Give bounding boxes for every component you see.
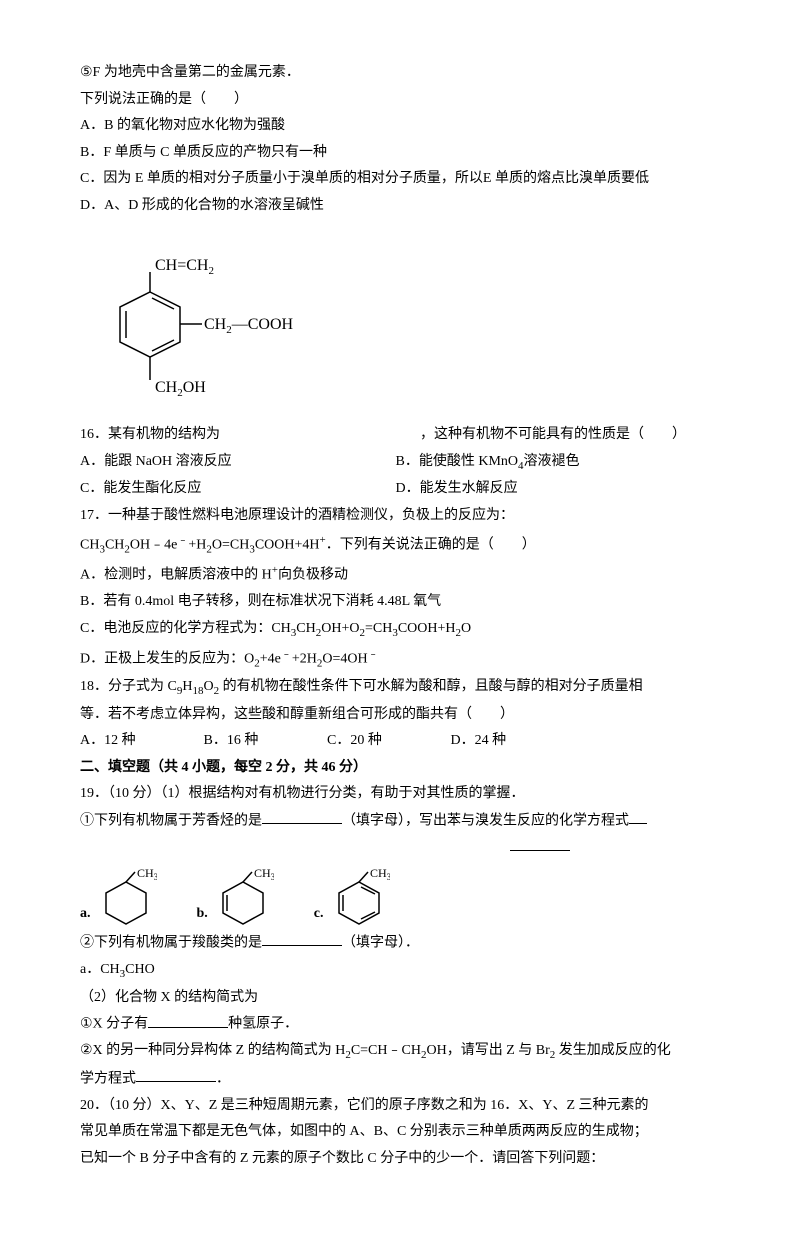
svg-text:CH3: CH3 (137, 868, 157, 882)
option-a: A．检测时，电解质溶液中的 H+向负极移动 (80, 560, 730, 589)
q20-stem: 20．（10 分）X、Y、Z 是三种短周期元素，它们的原子序数之和为 16．X、… (80, 1093, 730, 1120)
option-b: B．若有 0.4mol 电子转移，则在标准状况下消耗 4.48L 氧气 (80, 589, 730, 616)
text: 常见单质在常温下都是无色气体，如图中的 A、B、C 分别表示三种单质两两反应的生… (80, 1119, 730, 1146)
text: ①X 分子有种氢原子． (80, 1011, 730, 1038)
section-header: 二、填空题（共 4 小题，每空 2 分，共 46 分） (80, 755, 730, 782)
option-c: C．电池反应的化学方程式为：CH3CH2OH+O2=CH3COOH+H2O (80, 616, 730, 644)
blank (262, 808, 342, 824)
text: a．CH3CHO (80, 957, 730, 985)
blank (148, 1011, 228, 1027)
option-c: C．能发生酯化反应 (80, 476, 392, 503)
q18-stem: 18．分子式为 C9H18O2 的有机物在酸性条件下可水解为酸和醇，且酸与醇的相… (80, 674, 730, 702)
ring-options: a. CH3 b. CH3 c. CH3 (80, 868, 730, 928)
svg-text:CH3: CH3 (370, 868, 390, 882)
option-b: B．F 单质与 C 单质反应的产物只有一种 (80, 140, 730, 167)
text: （2）化合物 X 的结构简式为 (80, 985, 730, 1012)
option-d: D．能发生水解反应 (396, 476, 518, 503)
q16-stem: 16．某有机物的结构为，这种有机物不可能具有的性质是（ ） (80, 422, 730, 449)
text: ⑤F 为地壳中含量第二的金属元素． (80, 60, 730, 87)
svg-text:CH2—COOH: CH2—COOH (204, 316, 294, 336)
benzene-icon: CH3 (328, 868, 390, 928)
cyclohexene-icon: CH3 (212, 868, 274, 928)
svg-text:CH3: CH3 (254, 868, 274, 882)
text: ②下列有机物属于羧酸类的是（填字母）． (80, 930, 730, 957)
q17-formula: CH3CH2OH﹣4e﹣+H2O=CH3COOH+4H+．下列有关说法正确的是（… (80, 530, 730, 560)
option-a: A．能跟 NaOH 溶液反应 (80, 449, 392, 476)
text: 学方程式． (80, 1066, 730, 1093)
blank (510, 835, 570, 851)
option-d: D．A、D 形成的化合物的水溶液呈碱性 (80, 193, 730, 220)
cyclohexane-icon: CH3 (95, 868, 157, 928)
q17-stem: 17．一种基于酸性燃料电池原理设计的酒精检测仪，负极上的反应为： (80, 503, 730, 530)
text: ①下列有机物属于芳香烃的是（填字母），写出苯与溴发生反应的化学方程式 (80, 808, 730, 835)
text: ②X 的另一种同分异构体 Z 的结构简式为 H2C=CH﹣CH2OH，请写出 Z… (80, 1038, 730, 1066)
option-a: A．B 的氧化物对应水化物为强酸 (80, 113, 730, 140)
blank (136, 1066, 216, 1082)
svg-text:CH=CH2: CH=CH2 (155, 257, 214, 277)
text: 下列说法正确的是（ ） (80, 87, 730, 114)
option-c: C．因为 E 单质的相对分子质量小于溴单质的相对分子质量，所以E 单质的熔点比溴… (80, 166, 730, 193)
blank (629, 808, 647, 824)
text: 等．若不考虑立体异构，这些酸和醇重新组合可形成的酯共有（ ） (80, 702, 730, 729)
option-b: B．能使酸性 KMnO4溶液褪色 (396, 449, 580, 477)
text: 已知一个 B 分子中含有的 Z 元素的原子个数比 C 分子中的少一个．请回答下列… (80, 1146, 730, 1173)
options: A．12 种 B．16 种 C．20 种 D．24 种 (80, 728, 730, 755)
structure-diagram: CH=CH2 CH2—COOH CH2OH (80, 232, 730, 423)
blank (262, 930, 342, 946)
option-d: D．正极上发生的反应为：O2+4e﹣+2H2O=4OH﹣ (80, 644, 730, 674)
svg-text:CH2OH: CH2OH (155, 379, 206, 399)
q19-stem: 19．（10 分）（1）根据结构对有机物进行分类，有助于对其性质的掌握． (80, 781, 730, 808)
